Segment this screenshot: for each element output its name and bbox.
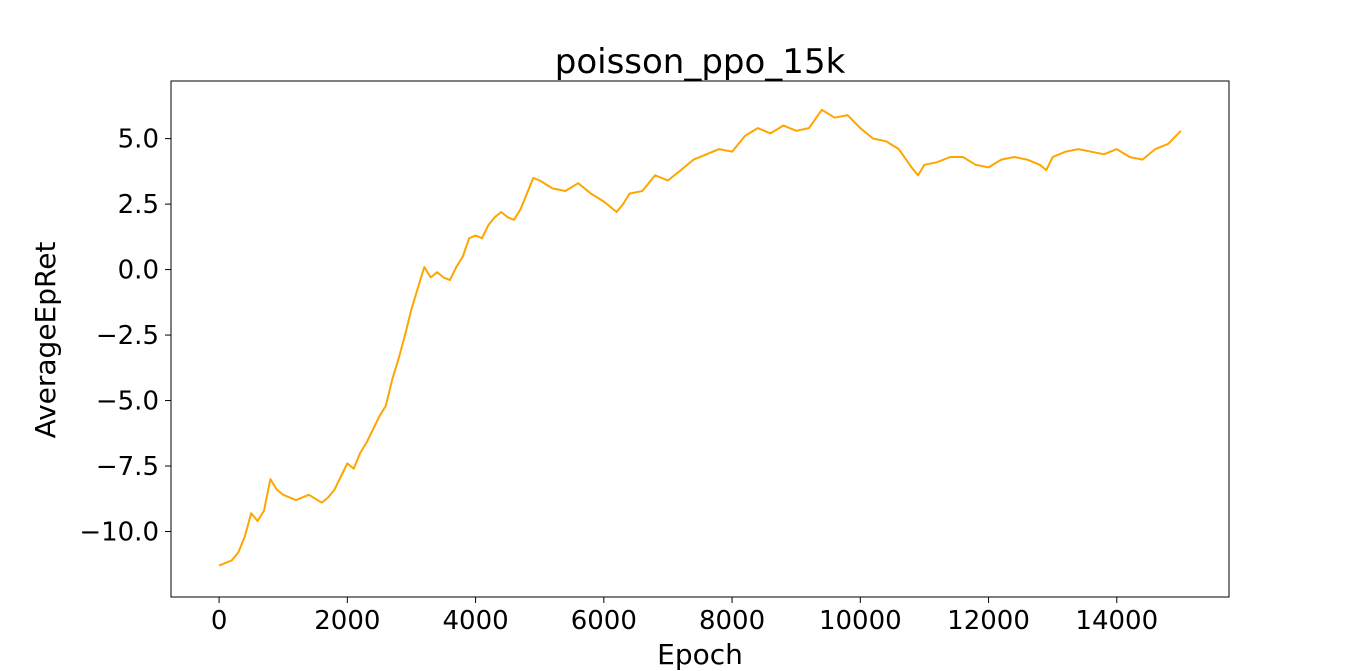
x-tick-label: 6000 [571,606,637,636]
y-tick-label: −7.5 [96,452,159,482]
x-axis-ticks: 0 2000 4000 6000 8000 10000 12000 14000 [211,597,1158,636]
chart-title: poisson_ppo_15k [555,42,846,82]
x-tick-label: 10000 [819,606,902,636]
x-tick-label: 8000 [699,606,765,636]
y-tick-label: −10.0 [79,518,159,548]
y-tick-label: 0.0 [118,256,159,286]
x-tick-label: 14000 [1075,606,1158,636]
x-axis-label: Epoch [657,638,743,671]
y-tick-label: −2.5 [96,321,159,351]
y-tick-label: 5.0 [118,125,159,155]
y-tick-label: 2.5 [118,190,159,220]
series-layer [218,108,1182,567]
plot-frame [170,80,1230,598]
series-line-0 [218,108,1182,567]
plot-area: 0 2000 4000 6000 8000 10000 12000 14000 −10.0 −7… [79,80,1230,636]
x-tick-label: 4000 [442,606,508,636]
x-tick-label: 2000 [314,606,380,636]
y-axis-ticks: −10.0 −7.5 −5.0 −2.5 0.0 2.5 5.0 [79,125,171,548]
y-axis-label: AverageEpRet [29,242,62,439]
x-tick-label: 12000 [947,606,1030,636]
x-tick-label: 0 [211,606,228,636]
y-tick-label: −5.0 [96,387,159,417]
